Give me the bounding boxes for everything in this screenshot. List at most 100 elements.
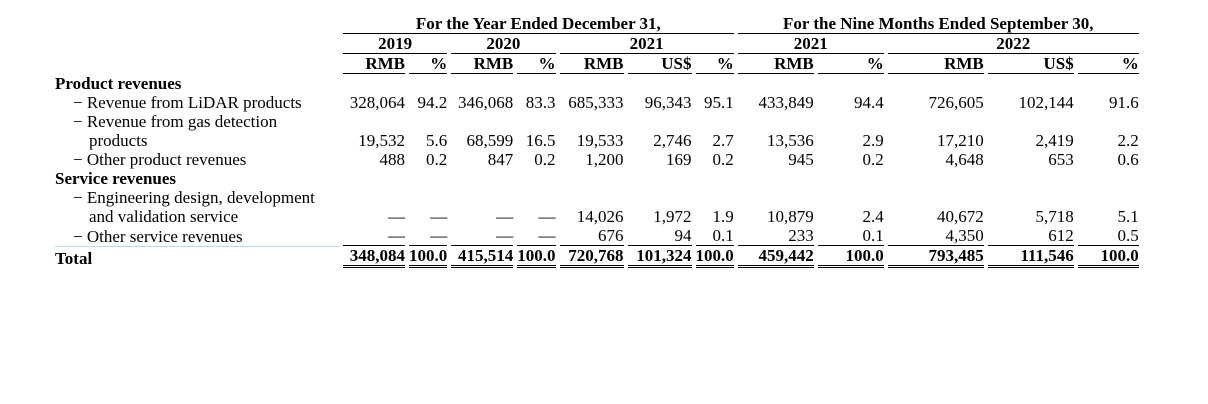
cell-value: 16.5 <box>525 131 556 150</box>
cell-value: — <box>538 207 556 226</box>
cell-value: 5,718 <box>1035 207 1074 226</box>
unit-header: RMB <box>451 54 514 74</box>
cell-value: 94 <box>627 226 692 246</box>
cell-value: 685,333 <box>568 93 624 112</box>
unit-header: US$ <box>627 54 692 74</box>
cell-value: 2.2 <box>1117 131 1139 150</box>
cell-value: 0.5 <box>1077 226 1139 246</box>
cell-value: 5.1 <box>1117 207 1139 226</box>
total-row: Total 348,084 100.0 415,514 100.0 720,768 101,… <box>55 246 1139 268</box>
cell-value: 653 <box>1048 150 1074 169</box>
cell-value: 0.2 <box>862 150 884 169</box>
cell-value: 13,536 <box>767 131 814 150</box>
cell-value: 0.2 <box>534 150 556 169</box>
unit-header: % <box>1077 54 1139 74</box>
data-row: − Revenue from LiDAR products 328,064 94.2… <box>55 93 1139 112</box>
blank-cell <box>55 34 339 54</box>
data-row: − Other product revenues 488 0.2 847 0.2 1,20… <box>55 150 1139 169</box>
cell-value: 4,350 <box>887 226 984 246</box>
cell-value: 433,849 <box>758 93 814 112</box>
period-header: For the Year Ended December 31, <box>343 14 734 34</box>
cell-value: 328,064 <box>349 93 405 112</box>
cell-value: — <box>343 226 405 246</box>
unit-header: RMB <box>737 54 814 74</box>
blank-cell <box>55 54 339 74</box>
cell-value: 100.0 <box>409 246 448 268</box>
cell-value: 14,026 <box>576 207 624 226</box>
cell-value: 10,879 <box>767 207 814 226</box>
cell-value: 94.4 <box>854 93 884 112</box>
cell-value: 101,324 <box>627 246 692 268</box>
period-header: For the Nine Months Ended September 30, <box>737 14 1139 34</box>
cell-value: 612 <box>987 226 1074 246</box>
row-label: − Revenue from gas detection products <box>73 112 278 150</box>
revenue-table: For the Year Ended December 31, For the N… <box>51 14 1143 268</box>
cell-value: 19,533 <box>576 131 624 150</box>
cell-value: 0.1 <box>817 226 884 246</box>
cell-value: 40,672 <box>937 207 984 226</box>
cell-value: 2.9 <box>862 131 884 150</box>
cell-value: 847 <box>487 150 514 169</box>
cell-value: 100.0 <box>695 246 734 268</box>
cell-value: 111,546 <box>987 246 1074 268</box>
cell-value: 346,068 <box>458 93 514 112</box>
year-header: 2020 <box>451 34 556 54</box>
header-group-row: For the Year Ended December 31, For the N… <box>55 14 1139 34</box>
cell-value: 2.4 <box>862 207 884 226</box>
cell-value: 726,605 <box>928 93 984 112</box>
cell-value: — <box>409 226 448 246</box>
cell-value: 0.2 <box>712 150 734 169</box>
cell-value: 102,144 <box>1018 93 1074 112</box>
total-label: Total <box>55 246 339 268</box>
cell-value: 169 <box>666 150 692 169</box>
data-row: − Revenue from gas detection products 19,… <box>55 112 1139 150</box>
unit-header: RMB <box>343 54 405 74</box>
cell-value: 233 <box>737 226 814 246</box>
cell-value: 1,972 <box>653 207 692 226</box>
row-label: − Revenue from LiDAR products <box>73 93 302 112</box>
cell-value: 94.2 <box>417 93 448 112</box>
year-header: 2021 <box>737 34 884 54</box>
cell-value: 0.6 <box>1117 150 1139 169</box>
cell-value: 91.6 <box>1109 93 1139 112</box>
cell-value: 488 <box>379 150 406 169</box>
unit-header: RMB <box>559 54 624 74</box>
cell-value: 1.9 <box>712 207 734 226</box>
section-row: Product revenues <box>55 74 1139 93</box>
cell-value: 2.7 <box>712 131 734 150</box>
table-wrap: For the Year Ended December 31, For the N… <box>55 14 1143 268</box>
cell-value: — <box>430 207 448 226</box>
data-row: − Engineering design, development and va… <box>55 188 1139 226</box>
cell-value: 83.3 <box>525 93 556 112</box>
cell-value: 100.0 <box>817 246 884 268</box>
cell-value: 4,648 <box>945 150 984 169</box>
cell-value: — <box>496 207 514 226</box>
unit-header: US$ <box>987 54 1074 74</box>
cell-value: 720,768 <box>559 246 624 268</box>
cell-value: 415,514 <box>451 246 514 268</box>
cell-value: 2,746 <box>653 131 692 150</box>
unit-header: % <box>517 54 556 74</box>
cell-value: 348,084 <box>343 246 405 268</box>
blank-cell <box>55 14 339 34</box>
unit-header: RMB <box>887 54 984 74</box>
year-header: 2021 <box>559 34 734 54</box>
cell-value: 68,599 <box>466 131 514 150</box>
cell-value: 5.6 <box>426 131 448 150</box>
section-label: Service revenues <box>55 169 177 188</box>
header-year-row: 2019 2020 2021 2021 2022 <box>55 34 1139 54</box>
unit-header: % <box>817 54 884 74</box>
cell-value: — <box>388 207 405 226</box>
cell-value: — <box>451 226 514 246</box>
section-label: Product revenues <box>55 74 182 93</box>
cell-value: 100.0 <box>517 246 556 268</box>
cell-value: 95.1 <box>704 93 734 112</box>
data-row: − Other service revenues — — — —676 94 0.1 233 0… <box>55 226 1139 246</box>
cell-value: 17,210 <box>937 131 984 150</box>
cell-value: 96,343 <box>644 93 692 112</box>
cell-value: 945 <box>788 150 814 169</box>
row-label: − Engineering design, development and va… <box>73 188 315 226</box>
cell-value: 0.2 <box>426 150 448 169</box>
year-header: 2019 <box>343 34 448 54</box>
